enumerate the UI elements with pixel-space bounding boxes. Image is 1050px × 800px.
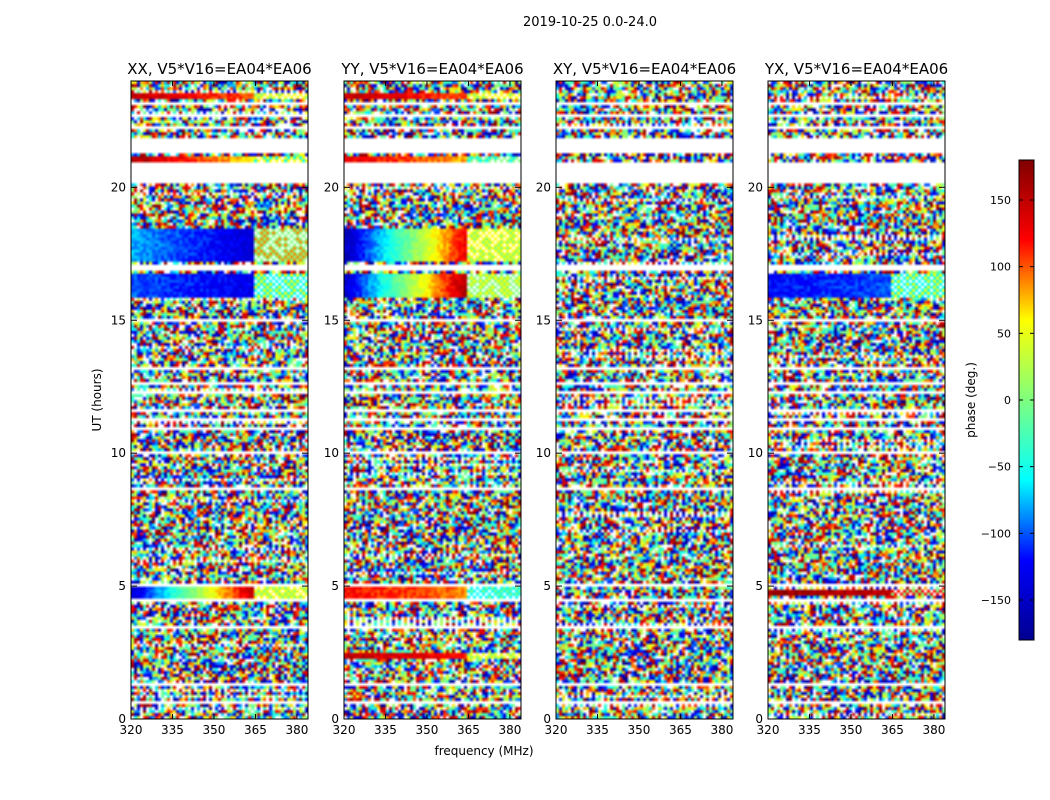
y-tick-label: 10 bbox=[111, 446, 126, 460]
x-tick-label: 380 bbox=[285, 723, 308, 737]
y-tick-label: 15 bbox=[748, 313, 763, 327]
x-tick-label: 335 bbox=[161, 723, 184, 737]
x-tick-label: 365 bbox=[457, 723, 480, 737]
y-tick-label: 5 bbox=[543, 579, 551, 593]
colorbar-tick-label: 50 bbox=[997, 327, 1011, 340]
panel-1: XX, V5*V16=EA04*EA06 320 335 350 365 380 0 5 10 1… bbox=[111, 60, 312, 737]
x-tick-label: 365 bbox=[881, 723, 904, 737]
panel-title: XY, V5*V16=EA04*EA06 bbox=[553, 60, 736, 78]
panel-title: YY, V5*V16=EA04*EA06 bbox=[340, 60, 523, 78]
y-tick-label: 0 bbox=[118, 712, 126, 726]
phase-heatmap-image bbox=[556, 81, 733, 719]
x-tick-label: 350 bbox=[840, 723, 863, 737]
y-tick-label: 15 bbox=[536, 313, 551, 327]
panel-4: YX, V5*V16=EA04*EA06 320 335 350 365 380 0 5 10 1… bbox=[748, 60, 948, 737]
y-tick-label: 0 bbox=[331, 712, 339, 726]
colorbar-tick-label: 100 bbox=[990, 261, 1011, 274]
x-tick-label: 365 bbox=[244, 723, 267, 737]
x-tick-label: 320 bbox=[757, 723, 780, 737]
colorbar-tick-label: 150 bbox=[990, 194, 1011, 207]
y-tick-label: 10 bbox=[748, 446, 763, 460]
x-tick-label: 350 bbox=[203, 723, 226, 737]
y-tick-label: 0 bbox=[543, 712, 551, 726]
y-axis-label: UT (hours) bbox=[90, 368, 104, 431]
x-tick-label: 320 bbox=[545, 723, 568, 737]
panel-title: XX, V5*V16=EA04*EA06 bbox=[127, 60, 311, 78]
x-tick-label: 320 bbox=[333, 723, 356, 737]
x-axis-label: frequency (MHz) bbox=[434, 744, 533, 758]
y-tick-label: 20 bbox=[748, 180, 763, 194]
panel-3: XY, V5*V16=EA04*EA06 320 335 350 365 380 0 5 10 1… bbox=[536, 60, 736, 737]
x-tick-label: 320 bbox=[120, 723, 143, 737]
colorbar-tick-label: 0 bbox=[1004, 394, 1011, 407]
x-tick-label: 380 bbox=[710, 723, 733, 737]
y-tick-label: 20 bbox=[536, 180, 551, 194]
x-tick-label: 350 bbox=[416, 723, 439, 737]
phase-heatmap-image bbox=[768, 81, 945, 719]
panel-frame bbox=[767, 80, 946, 720]
panel-frame bbox=[343, 80, 522, 720]
y-tick-label: 20 bbox=[324, 180, 339, 194]
panel-2: YY, V5*V16=EA04*EA06 320 335 350 365 380 0 5 10 1… bbox=[324, 60, 524, 737]
colorbar-tick-label: −150 bbox=[981, 594, 1011, 607]
y-tick-label: 5 bbox=[331, 579, 339, 593]
colorbar-label: phase (deg.) bbox=[964, 362, 978, 438]
y-tick-label: 20 bbox=[111, 180, 126, 194]
colorbar-tick-label: −50 bbox=[988, 461, 1011, 474]
panel-frame bbox=[555, 80, 734, 720]
y-tick-label: 5 bbox=[118, 579, 126, 593]
panel-frame bbox=[130, 80, 309, 720]
y-tick-label: 10 bbox=[536, 446, 551, 460]
y-tick-label: 10 bbox=[324, 446, 339, 460]
x-tick-label: 365 bbox=[669, 723, 692, 737]
x-tick-label: 335 bbox=[798, 723, 821, 737]
x-tick-label: 335 bbox=[374, 723, 397, 737]
colorbar: −150 −100 −50 0 50 100 150 bbox=[981, 159, 1035, 641]
colorbar-tick-label: −100 bbox=[981, 527, 1011, 540]
x-tick-label: 335 bbox=[586, 723, 609, 737]
panel-title: YX, V5*V16=EA04*EA06 bbox=[764, 60, 948, 78]
phase-heatmap-image bbox=[131, 81, 308, 719]
y-tick-label: 5 bbox=[755, 579, 763, 593]
panels-group: XX, V5*V16=EA04*EA06 320 335 350 365 380 0 5 10 1… bbox=[111, 60, 948, 737]
y-tick-label: 15 bbox=[324, 313, 339, 327]
y-tick-label: 15 bbox=[111, 313, 126, 327]
figure-suptitle: 2019-10-25 0.0-24.0 bbox=[523, 15, 657, 30]
x-tick-label: 380 bbox=[498, 723, 521, 737]
x-tick-label: 350 bbox=[628, 723, 651, 737]
x-tick-label: 380 bbox=[922, 723, 945, 737]
phase-heatmap-image bbox=[344, 81, 521, 719]
y-tick-label: 0 bbox=[755, 712, 763, 726]
